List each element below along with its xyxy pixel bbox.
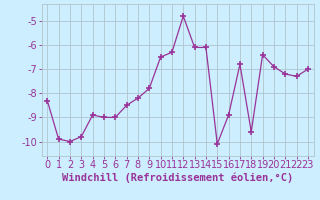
X-axis label: Windchill (Refroidissement éolien,°C): Windchill (Refroidissement éolien,°C) [62,173,293,183]
